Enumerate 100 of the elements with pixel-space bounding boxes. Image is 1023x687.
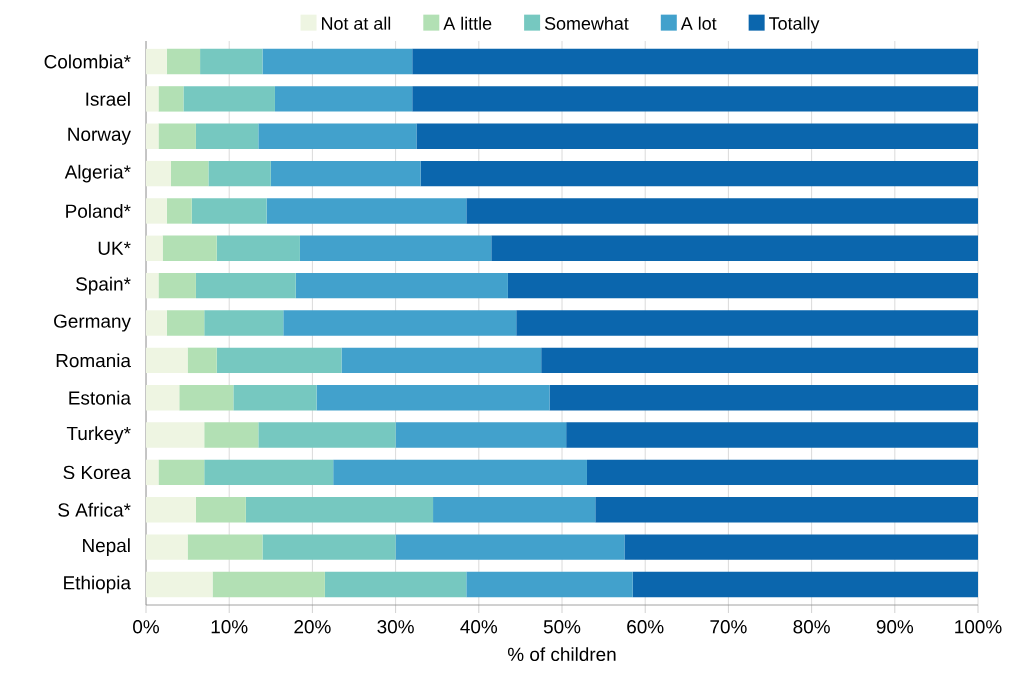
bar [258,123,417,149]
y-tick-label: Germany [54,314,131,332]
bar [158,86,184,112]
y-tick-label: S Korea [63,465,131,480]
bar [191,198,267,224]
bar [204,310,284,336]
y-tick-label: Ethiopia [64,575,131,594]
x-tick-label: 0% [133,620,159,634]
bar [507,272,979,299]
bar [595,497,979,523]
legend-label: Somewhat [544,16,629,30]
bar [491,235,979,261]
bar [316,385,550,411]
bar [146,198,167,224]
bar [466,571,633,598]
bar [395,534,625,560]
x-tick-label: 20% [294,620,331,634]
y-tick-label: Norway [68,127,131,145]
bar [204,422,259,448]
bar [295,272,508,299]
bar [146,86,159,112]
bar [146,235,163,261]
bar [258,422,396,448]
bar [412,86,979,112]
bar [204,459,334,486]
legend-label: A little [443,16,492,30]
y-tick-label: Romania [56,353,131,368]
bar [466,198,979,224]
bar [266,198,467,224]
x-tick-label: 70% [710,620,747,634]
bar [146,347,188,374]
bar [270,160,421,187]
bar [274,86,413,112]
bar [395,422,567,448]
bar [233,385,317,411]
bar [146,160,171,187]
y-tick-label: Spain* [76,276,131,295]
bar [624,534,979,560]
bar [146,48,167,75]
bar [416,123,979,149]
bar [420,160,979,187]
y-tick-label: Poland* [66,204,131,218]
bar [283,310,517,336]
y-tick-label: Algeria* [64,164,131,183]
bar [333,459,587,486]
bar [412,48,979,75]
bar [158,123,196,149]
bar [632,571,979,598]
bar [166,198,192,224]
bar [324,571,467,598]
bar [170,160,209,187]
y-tick-label: Nepal [83,538,130,556]
bar [146,497,196,523]
x-tick-label: 60% [627,620,664,634]
bar [187,534,263,560]
bar [162,235,217,261]
bar [146,310,167,336]
bar [566,422,979,448]
y-tick-label: Estonia [69,390,131,405]
bar [200,48,263,75]
x-tick-label: 80% [793,620,830,634]
bar [166,310,205,336]
bar [245,497,434,523]
bar [516,310,979,336]
x-tick-label: 30% [377,620,414,634]
bar [195,123,259,149]
bar [146,272,159,299]
bar [216,347,342,374]
y-tick-label: S Africa* [58,502,131,517]
bar [549,385,979,411]
legend-label: Totally [769,16,820,34]
bar [158,272,196,299]
bar [146,571,213,598]
y-tick-label: UK* [98,241,131,255]
bar [262,534,396,560]
x-axis-title: % of children [507,647,616,662]
y-tick-label: Colombia* [44,54,131,69]
y-tick-label: Turkey* [66,426,131,444]
bar [179,385,234,411]
bar [541,347,979,374]
bar [586,459,979,486]
bar [146,422,205,448]
bar [195,497,246,523]
bar [341,347,542,374]
x-tick-label: 10% [211,620,248,634]
y-tick-label: Israel [86,91,130,106]
bar [187,347,217,374]
x-tick-label: 50% [543,620,581,634]
bar [146,385,180,411]
bar [433,497,596,523]
x-tick-label: 100% [955,620,1002,634]
bar [183,86,275,112]
bar [208,160,271,187]
bar [195,272,296,299]
x-tick-label: 90% [876,620,914,634]
bar [146,123,159,149]
bar [158,459,205,486]
legend-label: Not at all [322,16,391,30]
bar [262,48,413,75]
bar [212,571,325,598]
